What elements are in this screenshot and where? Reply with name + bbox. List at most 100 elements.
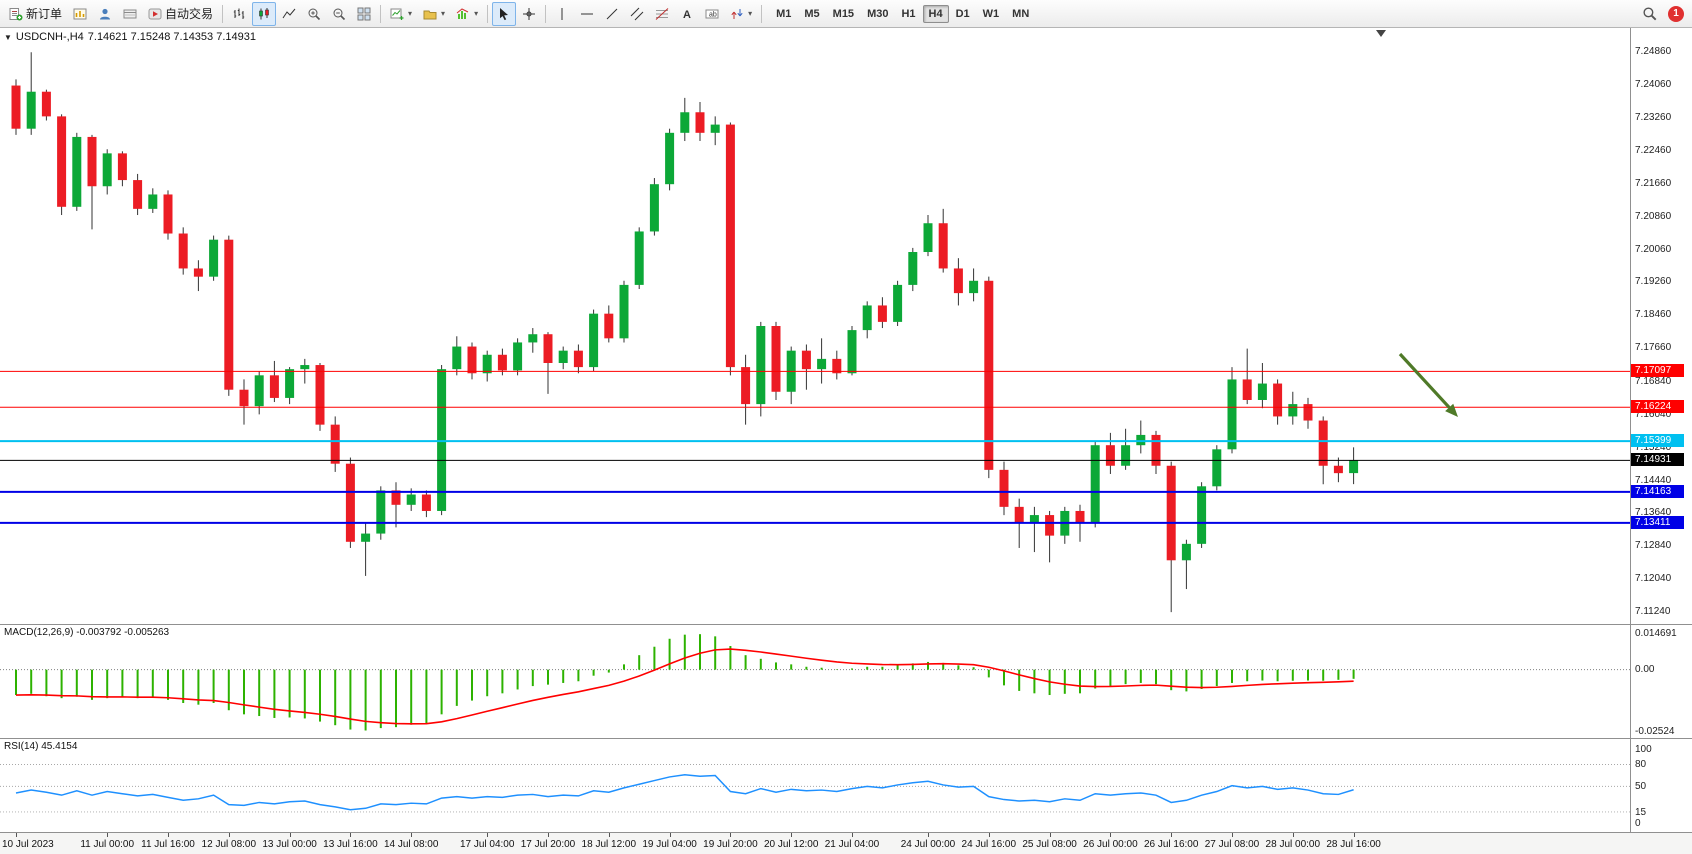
dropdown-arrow-icon: ▾ — [408, 9, 413, 18]
time-label: 14 Jul 08:00 — [383, 839, 439, 850]
price-tag-7.13411: 7.13411 — [1631, 515, 1684, 529]
new-chart-button[interactable]: ▾ — [385, 2, 417, 26]
time-tick — [1353, 833, 1355, 837]
indicators-icon — [456, 7, 470, 21]
time-tick — [548, 833, 549, 837]
macd-tick-label: 0.00 — [1635, 664, 1655, 676]
time-tick — [411, 833, 413, 837]
toolbar-separator — [380, 4, 382, 23]
price-tick-label: 7.21660 — [1635, 177, 1672, 189]
tile-windows-button[interactable] — [352, 2, 376, 26]
price-tick-label: 7.24060 — [1635, 79, 1672, 91]
rsi-tick-label: 80 — [1635, 758, 1647, 770]
profiles-icon — [423, 7, 437, 21]
text-label-tool-button[interactable]: ab — [700, 2, 724, 26]
terminal-icon — [123, 7, 137, 21]
price-tick-label: 7.12040 — [1635, 573, 1672, 585]
auto-trading-icon — [148, 7, 162, 21]
rsi-axis[interactable]: 100 80 50 15 0 — [1630, 739, 1692, 832]
time-tick — [928, 833, 929, 837]
time-label: 10 Jul 2023 — [2, 839, 54, 850]
time-tick — [16, 833, 17, 837]
time-tick — [1110, 833, 1112, 837]
cursor-tool-button[interactable] — [492, 1, 517, 26]
timeframe-button-W1[interactable]: W1 — [982, 7, 1000, 20]
timeframe-button-M30[interactable]: M30 — [867, 7, 889, 20]
one-click-trading-toggle-icon[interactable]: ▼ — [4, 32, 12, 42]
macd-plot[interactable] — [0, 625, 1630, 738]
timeframe-button-M15[interactable]: M15 — [832, 7, 855, 20]
price-tag-7.14931: 7.14931 — [1631, 453, 1684, 467]
price-axis[interactable]: 7.24860 7.24060 7.23260 7.22460 7.21660 7.208… — [1630, 28, 1692, 624]
market-watch-button[interactable] — [68, 2, 92, 26]
main-chart-pane: ▼ USDCNH-,H4 7.14621 7.15248 7.14353 7.1… — [0, 28, 1692, 624]
profiles-button[interactable]: ▾ — [418, 2, 450, 26]
timeframe-button-H1[interactable]: H1 — [901, 7, 916, 20]
text-tool-button[interactable]: A — [675, 2, 699, 26]
candlestick-chart-type-button[interactable] — [252, 1, 277, 26]
rsi-tick-label: 15 — [1635, 806, 1647, 818]
zoom-out-button[interactable] — [327, 2, 351, 26]
rsi-plot[interactable] — [0, 739, 1630, 832]
notification-badge[interactable]: 1 — [1668, 5, 1684, 22]
fibonacci-tool-button[interactable] — [650, 2, 674, 26]
time-tick — [730, 833, 732, 837]
navigator-button[interactable] — [93, 2, 117, 26]
timeframe-button-MN[interactable]: MN — [1012, 7, 1030, 20]
timeframe-button-M1[interactable]: M1 — [776, 7, 792, 20]
time-label: 11 Jul 00:00 — [80, 839, 135, 850]
time-tick — [852, 833, 853, 837]
fibonacci-icon — [655, 7, 669, 21]
terminal-button[interactable] — [118, 2, 142, 26]
crosshair-tool-button[interactable] — [517, 2, 541, 26]
timeframe-button-M5[interactable]: M5 — [804, 7, 820, 20]
new-order-button[interactable]: 新订单 — [4, 2, 67, 26]
candles — [11, 52, 1359, 613]
text-label-icon: ab — [705, 7, 719, 21]
time-tick — [350, 833, 352, 837]
auto-trading-label: 自动交易 — [165, 7, 214, 21]
price-tag-7.16224: 7.16224 — [1631, 400, 1684, 414]
time-axis[interactable]: 10 Jul 2023 11 Jul 00:00 11 Jul 16:00 12 Ju… — [0, 832, 1692, 854]
text-icon: A — [680, 7, 694, 21]
search-button[interactable] — [1637, 2, 1662, 26]
time-tick — [168, 833, 169, 837]
auto-trading-button[interactable]: 自动交易 — [143, 2, 218, 26]
timeframe-button-H4[interactable]: H4 — [922, 4, 949, 23]
timeframe-button-D1[interactable]: D1 — [955, 7, 970, 20]
price-tick-label: 7.14440 — [1635, 474, 1672, 486]
macd-tick-label: -0.02524 — [1635, 725, 1675, 737]
time-label: 28 Jul 00:00 — [1265, 839, 1321, 850]
price-tag-7.15399: 7.15399 — [1631, 434, 1684, 448]
horizontal-line-tool-button[interactable] — [575, 2, 599, 26]
chart-area: ▼ USDCNH-,H4 7.14621 7.15248 7.14353 7.1… — [0, 28, 1692, 854]
toolbar: 新订单 — [0, 0, 1692, 28]
arrow-annotation[interactable] — [1398, 352, 1451, 409]
zoom-in-button[interactable] — [302, 2, 326, 26]
chart-shift-marker[interactable] — [1376, 30, 1386, 37]
arrow-annotation-head[interactable] — [1445, 403, 1458, 417]
price-tick-label: 7.16840 — [1635, 375, 1672, 387]
macd-axis[interactable]: 0.014691 0.00 -0.02524 — [1630, 625, 1692, 738]
new-chart-icon — [390, 7, 404, 21]
rsi-value: 45.4154 — [41, 741, 78, 752]
bar-chart-type-button[interactable] — [227, 2, 251, 26]
indicators-button[interactable]: ▾ — [451, 2, 483, 26]
vertical-line-tool-button[interactable] — [550, 2, 574, 26]
new-order-label: 新订单 — [26, 7, 63, 21]
channel-tool-button[interactable] — [625, 2, 649, 26]
arrows-tool-button[interactable]: ▾ — [725, 2, 757, 26]
time-label: 20 Jul 12:00 — [763, 839, 819, 850]
main-plot[interactable] — [0, 28, 1630, 624]
line-chart-type-button[interactable] — [277, 2, 301, 26]
time-tick — [289, 833, 291, 837]
trendline-tool-button[interactable] — [600, 2, 624, 26]
rsi-pane: RSI(14) 45.4154 100 80 50 15 0 — [0, 738, 1692, 832]
price-tick-label: 7.18460 — [1635, 309, 1672, 321]
macd-label: MACD(12,26,9) -0.003792 -0.005263 — [4, 627, 170, 638]
price-tick-label: 7.20060 — [1635, 243, 1672, 255]
svg-text:A: A — [683, 9, 691, 21]
dropdown-arrow-icon: ▾ — [474, 9, 479, 18]
time-tick — [988, 833, 990, 837]
